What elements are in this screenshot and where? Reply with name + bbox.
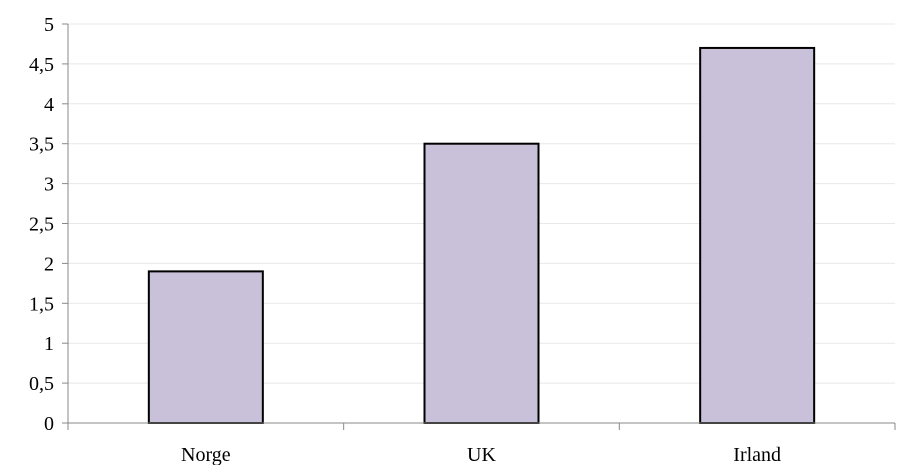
y-tick-label: 3,5 <box>29 134 54 156</box>
x-category-label: Norge <box>181 444 231 465</box>
bar-irland <box>699 46 816 424</box>
y-tick-label: 3 <box>44 174 54 196</box>
y-tick-labels: 0 0,5 1 1,5 2 2,5 3 3,5 4 4,5 5 <box>29 14 54 435</box>
y-tick-label: 1 <box>44 333 54 355</box>
y-tick-label: 4,5 <box>29 54 54 76</box>
y-tick-label: 5 <box>44 14 54 36</box>
y-tick-label: 0,5 <box>29 373 54 395</box>
y-tick-label: 4 <box>44 94 54 116</box>
bar-uk <box>423 142 540 424</box>
bar-norge <box>147 270 264 424</box>
axes <box>62 23 896 430</box>
x-category-labels: Norge UK Irland <box>181 444 781 465</box>
x-category-label: Irland <box>733 444 781 465</box>
y-tick-label: 2 <box>44 253 54 275</box>
x-category-label: UK <box>467 444 496 465</box>
y-tick-label: 2,5 <box>29 214 54 236</box>
y-tick-label: 1,5 <box>29 293 54 315</box>
y-tick-label: 0 <box>44 413 54 435</box>
